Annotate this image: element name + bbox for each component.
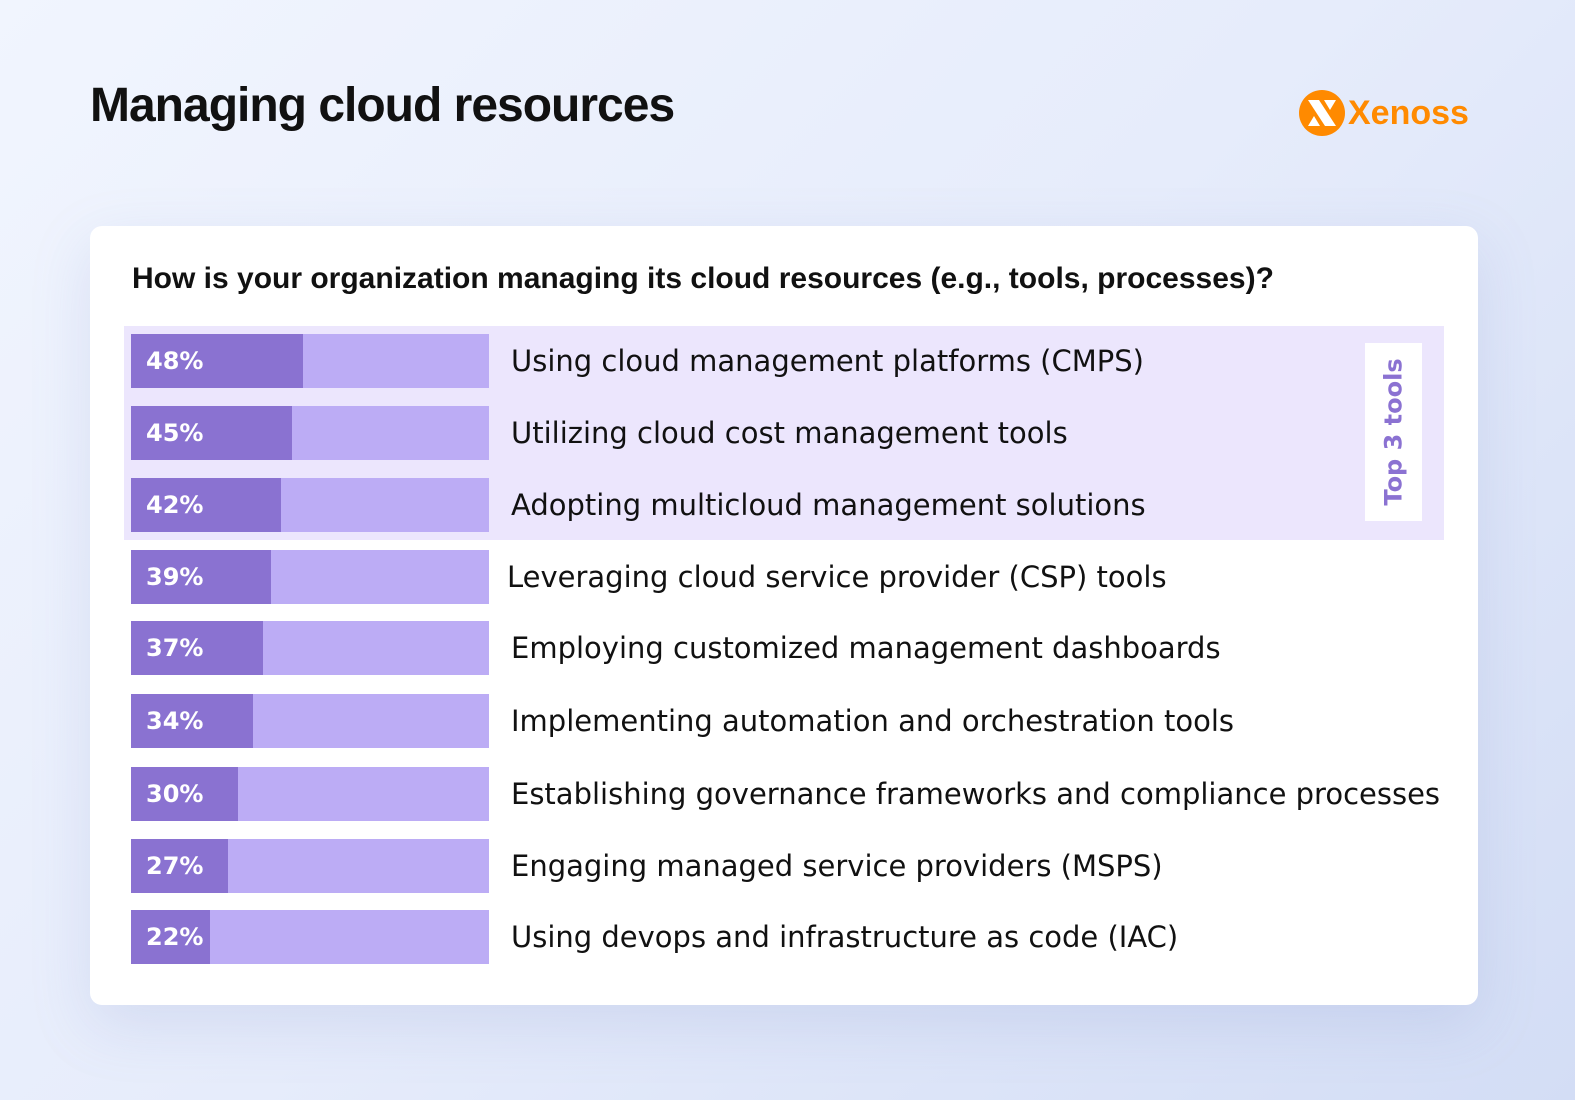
top-3-badge: Top 3 tools <box>1365 343 1422 521</box>
bar-track: 34% <box>131 694 489 748</box>
bar-row: 27% Engaging managed service providers (M… <box>131 839 1451 893</box>
bar-track: 30% <box>131 767 489 821</box>
bar-row: 34% Implementing automation and orchestra… <box>131 694 1451 748</box>
xenoss-logo: Xenoss <box>1299 90 1469 136</box>
bar-row: 48% Using cloud management platforms (CMP… <box>131 334 1451 388</box>
bar-row: 45% Utilizing cloud cost management tools <box>131 406 1451 460</box>
bar-value-label: 45% <box>146 419 204 447</box>
bar-track: 48% <box>131 334 489 388</box>
bar-fill <box>131 406 293 460</box>
bar-category-label: Engaging managed service providers (MSPS… <box>511 849 1163 883</box>
bar-fill <box>131 478 282 532</box>
bar-fill <box>131 839 228 893</box>
bar-fill <box>131 694 253 748</box>
bar-category-label: Leveraging cloud service provider (CSP) … <box>507 560 1167 594</box>
bar-value-label: 48% <box>146 347 204 375</box>
bar-fill <box>131 621 264 675</box>
bar-value-label: 42% <box>146 491 204 519</box>
bar-category-label: Employing customized management dashboar… <box>511 631 1221 665</box>
bar-value-label: 27% <box>146 852 204 880</box>
bar-fill <box>131 910 210 964</box>
bar-track: 27% <box>131 839 489 893</box>
bar-category-label: Adopting multicloud management solutions <box>511 488 1146 522</box>
bar-row: 22% Using devops and infrastructure as co… <box>131 910 1451 964</box>
bar-value-label: 22% <box>146 923 204 951</box>
bar-category-label: Implementing automation and orchestratio… <box>511 704 1235 738</box>
bar-value-label: 37% <box>146 634 204 662</box>
chart-card: How is your organization managing its cl… <box>90 226 1478 1005</box>
page-title: Managing cloud resources <box>90 79 675 132</box>
chart-title: How is your organization managing its cl… <box>132 262 1274 295</box>
bar-value-label: 30% <box>146 780 204 808</box>
bar-fill <box>131 767 239 821</box>
bar-category-label: Using devops and infrastructure as code … <box>511 920 1179 954</box>
bar-category-label: Establishing governance frameworks and c… <box>511 777 1441 811</box>
bar-row: 37% Employing customized management dashb… <box>131 621 1451 675</box>
bar-row: 39% Leveraging cloud service provider (CS… <box>131 550 1451 604</box>
bar-category-label: Using cloud management platforms (CMPS) <box>511 344 1144 378</box>
bar-row: 42% Adopting multicloud management soluti… <box>131 478 1451 532</box>
bar-row: 30% Establishing governance frameworks an… <box>131 767 1451 821</box>
bar-value-label: 34% <box>146 707 204 735</box>
logo-text: Xenoss <box>1348 93 1469 132</box>
bar-track: 22% <box>131 910 489 964</box>
bar-category-label: Utilizing cloud cost management tools <box>511 416 1068 450</box>
bar-fill <box>131 334 303 388</box>
xenoss-logo-icon <box>1299 90 1345 136</box>
bar-value-label: 39% <box>146 563 204 591</box>
bar-fill <box>131 550 271 604</box>
bar-track: 45% <box>131 406 489 460</box>
bar-track: 39% <box>131 550 489 604</box>
bar-track: 42% <box>131 478 489 532</box>
bar-track: 37% <box>131 621 489 675</box>
